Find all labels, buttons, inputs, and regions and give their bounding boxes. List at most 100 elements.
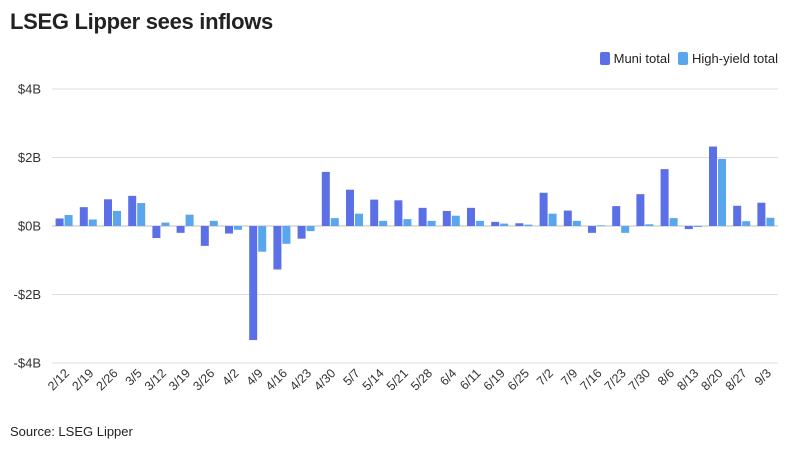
bar-muni [588, 226, 596, 233]
legend-item-high-yield: High-yield total [678, 51, 778, 66]
bar-muni [467, 207, 475, 226]
x-tick-label: 8/27 [723, 366, 750, 393]
bar-muni [733, 205, 742, 226]
bar-high-yield [597, 225, 605, 227]
bar-high-yield [234, 226, 242, 230]
bar-muni [515, 223, 524, 226]
bar-high-yield [718, 158, 726, 226]
x-tick-label: 6/19 [481, 366, 508, 393]
bar-high-yield [209, 220, 218, 226]
bar-high-yield [306, 226, 315, 232]
x-tick-label: 5/28 [408, 366, 435, 393]
bar-high-yield [330, 218, 339, 226]
x-tick-label: 2/19 [69, 366, 96, 393]
bar-high-yield [500, 223, 509, 226]
x-tick-label: 7/23 [602, 366, 629, 393]
x-tick-label: 6/4 [437, 366, 459, 388]
x-tick-label: 8/13 [674, 366, 701, 393]
bar-high-yield [645, 224, 654, 226]
bar-muni [394, 200, 403, 226]
bar-high-yield [693, 226, 702, 228]
bar-muni [491, 221, 500, 226]
legend-item-muni: Muni total [599, 51, 670, 66]
bar-muni [128, 195, 137, 226]
bar-high-yield [476, 220, 484, 226]
x-tick-label: 8/6 [655, 366, 677, 388]
bar-muni [176, 226, 185, 233]
x-tick-label: 7/30 [626, 366, 653, 393]
x-tick-label: 3/12 [142, 366, 169, 393]
x-tick-label: 7/16 [578, 366, 605, 393]
bar-high-yield [766, 217, 775, 226]
bar-muni [636, 194, 645, 226]
bar-muni [346, 189, 354, 226]
bar-high-yield [379, 220, 388, 226]
x-tick-label: 4/30 [311, 366, 338, 393]
bar-muni [612, 206, 621, 226]
bar-high-yield [355, 213, 363, 226]
bar-high-yield [137, 203, 146, 226]
bar-muni [709, 146, 717, 226]
x-tick-label: 2/26 [94, 366, 121, 393]
bar-muni [418, 207, 427, 226]
legend-swatch-high-yield [678, 52, 688, 65]
bar-high-yield [548, 213, 557, 226]
bar-muni [321, 171, 330, 226]
x-tick-label: 5/7 [340, 366, 362, 388]
bar-muni [297, 226, 306, 239]
bar-muni [104, 199, 112, 226]
bar-muni [660, 169, 669, 226]
bar-high-yield [669, 218, 678, 226]
x-tick-label: 7/9 [558, 366, 580, 388]
y-tick-label: $2B [18, 150, 41, 165]
bar-muni [249, 226, 258, 341]
bar-high-yield [88, 219, 97, 226]
x-tick-label: 3/26 [190, 366, 217, 393]
bar-muni [757, 202, 766, 226]
x-tick-label: 4/2 [219, 366, 241, 388]
bar-high-yield [403, 219, 412, 226]
y-tick-label: $4B [18, 82, 41, 97]
bar-muni [225, 226, 233, 234]
y-tick-label: -$2B [14, 287, 41, 302]
bar-muni [200, 226, 209, 246]
x-tick-label: 4/9 [244, 366, 266, 388]
bar-muni [563, 210, 572, 226]
bar-muni [273, 226, 282, 270]
x-tick-label: 6/25 [505, 366, 532, 393]
bar-high-yield [113, 210, 121, 226]
x-tick-label: 5/21 [384, 366, 411, 393]
x-tick-label: 5/14 [360, 366, 387, 393]
x-tick-label: 9/3 [752, 366, 774, 388]
y-tick-label: -$4B [14, 356, 41, 371]
bar-muni [539, 192, 548, 226]
bar-muni [79, 207, 88, 226]
y-tick-label: $0B [18, 219, 41, 234]
legend-label-high-yield: High-yield total [692, 51, 778, 66]
bar-high-yield [621, 226, 630, 233]
bar-high-yield [572, 220, 581, 226]
source-note: Source: LSEG Lipper [10, 424, 133, 439]
bar-high-yield [258, 226, 267, 252]
legend-swatch-muni [599, 52, 610, 65]
bar-muni [55, 218, 64, 226]
bar-muni [684, 226, 693, 230]
bar-high-yield [427, 220, 436, 226]
x-tick-label: 3/19 [166, 366, 193, 393]
x-tick-label: 8/20 [699, 366, 726, 393]
bar-high-yield [451, 215, 460, 226]
x-tick-label: 4/23 [287, 366, 314, 393]
x-tick-label: 4/16 [263, 366, 290, 393]
bar-high-yield [64, 215, 73, 226]
bar-high-yield [161, 222, 170, 226]
chart-title: LSEG Lipper sees inflows [10, 9, 273, 34]
bar-high-yield [742, 221, 751, 226]
bar-high-yield [282, 226, 291, 244]
x-tick-label: 3/5 [123, 366, 145, 388]
x-tick-label: 6/11 [457, 366, 483, 392]
chart-legend: Muni total High-yield total [592, 51, 778, 66]
bar-high-yield [524, 224, 533, 226]
x-tick-label: 2/12 [45, 366, 72, 393]
x-tick-label: 7/2 [534, 366, 556, 388]
